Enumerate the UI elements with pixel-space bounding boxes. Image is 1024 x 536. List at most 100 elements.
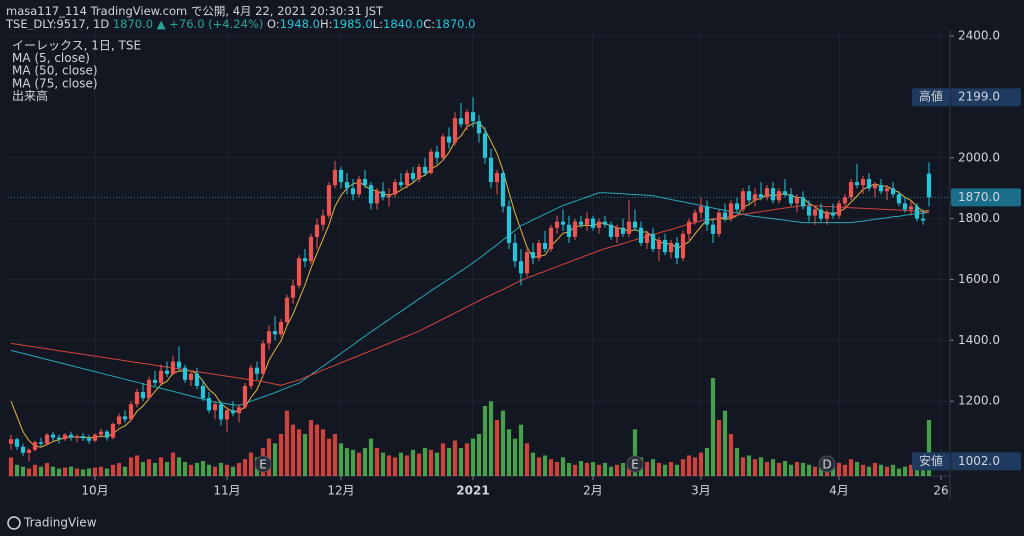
- volume-bar: [464, 443, 470, 476]
- candle-body: [890, 188, 896, 195]
- volume-bar: [914, 466, 920, 476]
- candle-body: [356, 179, 362, 195]
- volume-bar: [68, 466, 74, 476]
- candle-body: [338, 169, 344, 183]
- x-tick-label: 26: [933, 484, 948, 498]
- volume-bar: [278, 434, 284, 476]
- candle-body: [584, 218, 590, 225]
- volume-bar: [656, 462, 662, 476]
- candle-body: [824, 212, 830, 219]
- candle-body: [620, 227, 626, 234]
- volume-bar: [86, 468, 92, 476]
- volume-bar: [440, 443, 446, 476]
- candle-body: [134, 392, 140, 405]
- candle-body: [368, 185, 374, 204]
- candle-body: [512, 242, 518, 262]
- candle-body: [506, 206, 512, 243]
- event-marker: [254, 455, 272, 473]
- candle-body: [596, 221, 602, 228]
- symbol: TSE_DLY:9517, 1D: [6, 17, 110, 31]
- price-tag: [951, 88, 1021, 107]
- candle-body: [926, 173, 932, 198]
- candle-body: [32, 442, 38, 450]
- candle-body: [530, 252, 536, 259]
- volume-bar: [92, 467, 98, 476]
- x-tick-label: 10月: [81, 484, 108, 498]
- candle-body: [44, 434, 50, 444]
- candle-body: [722, 212, 728, 219]
- volume-bar: [878, 464, 884, 476]
- event-marker: [626, 455, 644, 473]
- volume-bar: [560, 457, 566, 476]
- ma-line: [10, 192, 930, 406]
- volume-bar: [428, 449, 434, 476]
- price-tag-name-box: [912, 452, 950, 471]
- candle-body: [212, 404, 218, 411]
- candle-body: [68, 434, 74, 438]
- y-tick-label: 1800.0: [958, 211, 1000, 225]
- volume-bar: [632, 429, 638, 476]
- candle-body: [164, 370, 170, 374]
- volume-bar: [614, 464, 620, 476]
- candle-body: [188, 373, 194, 380]
- candle-body: [206, 398, 212, 411]
- volume-bar: [110, 464, 116, 476]
- candle-body: [632, 221, 638, 228]
- candle-body: [38, 442, 44, 444]
- volume-bar: [650, 459, 656, 476]
- volume-bar: [242, 459, 248, 476]
- candle-body: [590, 218, 596, 228]
- volume-bar: [692, 457, 698, 476]
- volume-bar: [758, 457, 764, 476]
- volume-bar: [296, 429, 302, 476]
- candle-body: [86, 438, 92, 441]
- price-tag-name-box: [912, 88, 950, 107]
- volume-bar: [884, 466, 890, 476]
- volume-bar: [608, 466, 614, 476]
- volume-bar: [362, 448, 368, 476]
- candle-body: [302, 258, 308, 262]
- volume-bar: [674, 464, 680, 476]
- volume-bar: [284, 410, 290, 476]
- volume-bar: [332, 434, 338, 476]
- x-tick-label: 3月: [691, 484, 711, 498]
- candle-body: [110, 423, 116, 438]
- candle-body: [410, 172, 416, 180]
- candle-body: [728, 203, 734, 219]
- event-label: E: [259, 458, 267, 472]
- candle-body: [92, 434, 98, 441]
- volume-bar: [536, 457, 542, 476]
- candle-body: [98, 431, 104, 435]
- volume-bar: [50, 466, 56, 476]
- candle-body: [56, 437, 62, 440]
- candle-body: [650, 233, 656, 250]
- candle-body: [344, 182, 350, 189]
- volume-bar: [302, 434, 308, 476]
- candle-body: [878, 185, 884, 192]
- volume-bar: [512, 438, 518, 476]
- volume-bar: [422, 448, 428, 476]
- y-tick-label: 1200.0: [958, 394, 1000, 408]
- symbol-line: TSE_DLY:9517, 1D 1870.0 ▲ +76.0 (+4.24%)…: [6, 17, 475, 31]
- candle-body: [176, 361, 182, 368]
- candle-body: [452, 118, 458, 143]
- price-tag-name: 安値: [919, 453, 943, 468]
- candle-body: [716, 212, 722, 234]
- volume-bar: [926, 420, 932, 476]
- candle-body: [380, 191, 386, 198]
- volume-bar: [818, 464, 824, 476]
- candle-body: [572, 221, 578, 237]
- volume-bar: [740, 457, 746, 476]
- candle-body: [278, 322, 284, 335]
- candle-body: [638, 227, 644, 243]
- volume-bar: [848, 459, 854, 476]
- candle-body: [842, 197, 848, 204]
- candle-body: [806, 206, 812, 216]
- y-tick-label: 1400.0: [958, 333, 1000, 347]
- candle-body: [758, 194, 764, 198]
- volume-bar: [194, 462, 200, 476]
- candle-body: [524, 252, 530, 274]
- candle-body: [116, 416, 122, 424]
- candle-body: [122, 416, 128, 420]
